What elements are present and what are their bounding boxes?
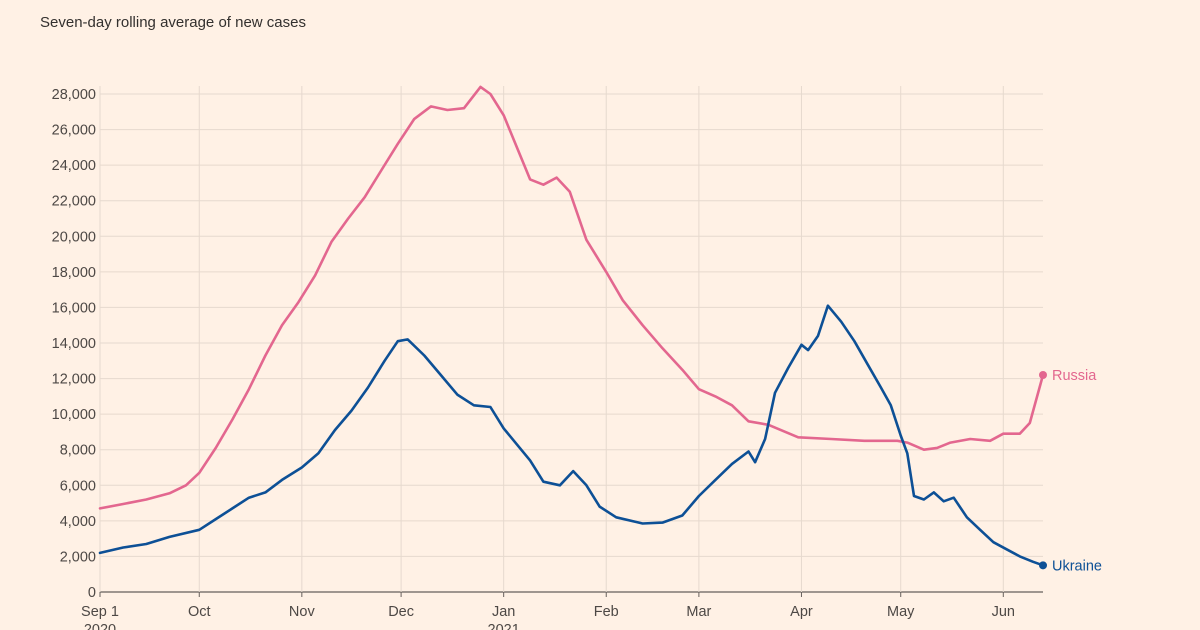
x-tick-label: May: [887, 604, 915, 620]
y-tick-label: 2,000: [60, 549, 96, 565]
y-tick-label: 10,000: [52, 407, 96, 423]
series-lines: [98, 85, 1045, 567]
x-tick-label: Dec: [388, 604, 414, 620]
y-tick-label: 16,000: [52, 300, 96, 316]
x-tick-label: Nov: [289, 604, 316, 620]
y-tick-label: 12,000: [52, 372, 96, 388]
x-tick-year-label: 2020: [84, 622, 116, 630]
y-tick-label: 6,000: [60, 478, 96, 494]
x-tick-label: Sep 1: [81, 604, 119, 620]
series-label-russia: Russia: [1052, 368, 1097, 384]
y-tick-label: 8,000: [60, 443, 96, 459]
y-tick-label: 4,000: [60, 514, 96, 530]
chart-subtitle: Seven-day rolling average of new cases: [40, 14, 306, 31]
x-tick-label: Jan: [492, 604, 515, 620]
y-tick-label: 0: [88, 585, 96, 601]
x-tick-label: Feb: [594, 604, 619, 620]
y-tick-label: 22,000: [52, 194, 96, 210]
series-end-marker-russia: [1039, 371, 1047, 380]
y-tick-label: 28,000: [52, 87, 96, 103]
series-line-ukraine: [98, 304, 1045, 567]
y-tick-label: 18,000: [52, 265, 96, 281]
series-end-marker-ukraine: [1039, 561, 1047, 570]
x-tick-label: Apr: [790, 604, 813, 620]
x-tick-label: Mar: [686, 604, 711, 620]
axis-ticks: 0 2,000 4,000 6,000 8,000 10,000 12,000 14,000 1…: [52, 87, 1015, 630]
series-label-ukraine: Ukraine: [1052, 558, 1102, 574]
y-tick-label: 20,000: [52, 229, 96, 245]
y-tick-label: 26,000: [52, 123, 96, 139]
grid-lines: [99, 86, 1043, 593]
series-labels: Russia Ukraine: [1039, 368, 1102, 574]
y-tick-label: 14,000: [52, 336, 96, 352]
x-tick-label: Oct: [188, 604, 211, 620]
series-line-russia: [98, 85, 1045, 510]
x-tick-year-label: 2021: [488, 622, 520, 630]
x-tick-label: Jun: [992, 604, 1015, 620]
y-tick-label: 24,000: [52, 158, 96, 174]
